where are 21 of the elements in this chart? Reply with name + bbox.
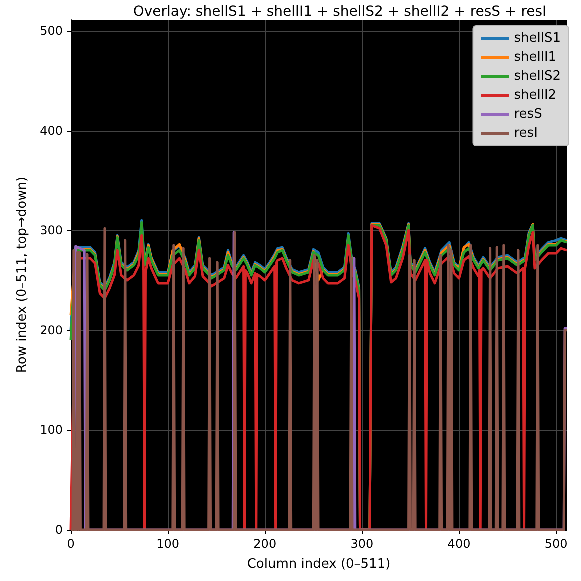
y-tick-label: 500 — [40, 24, 63, 38]
x-tick-label: 300 — [350, 537, 374, 551]
x-axis-title: Column index (0–511) — [247, 557, 391, 572]
x-tick-label: 200 — [254, 537, 277, 551]
chart-title: Overlay: shellS1 + shellI1 + shellS2 + shellI2 + resS + resI — [133, 4, 547, 20]
x-tick-label: 0 — [67, 537, 75, 551]
legend-label: shellI1 — [514, 50, 557, 65]
legend-label: shellI2 — [514, 88, 557, 103]
y-tick-label: 100 — [40, 423, 63, 438]
x-tick-label: 100 — [156, 537, 180, 551]
y-tick-label: 400 — [40, 124, 63, 138]
x-tick-label: 500 — [544, 537, 568, 551]
y-tick-label: 200 — [40, 323, 63, 338]
legend-label: resS — [514, 107, 542, 122]
y-axis-title: Row index (0–511, top→down) — [15, 176, 30, 374]
y-tick-label: 0 — [55, 523, 63, 537]
legend-label: shellS1 — [514, 31, 562, 46]
y-tick-label: 300 — [40, 224, 63, 238]
legend-label: resI — [514, 126, 538, 141]
x-tick-label: 400 — [448, 537, 471, 551]
legend-label: shellS2 — [514, 69, 562, 84]
